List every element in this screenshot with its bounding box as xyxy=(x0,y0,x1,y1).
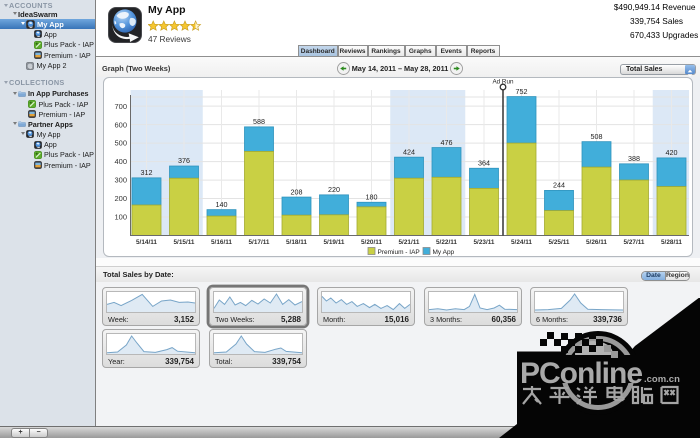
svg-text:5/22/11: 5/22/11 xyxy=(436,239,457,246)
svg-text:220: 220 xyxy=(328,185,340,194)
svg-text:588: 588 xyxy=(253,117,265,126)
svg-text:180: 180 xyxy=(366,192,378,201)
svg-text:700: 700 xyxy=(114,101,127,110)
svg-text:100: 100 xyxy=(114,212,127,221)
svg-text:5/26/11: 5/26/11 xyxy=(586,239,607,246)
svg-text:500: 500 xyxy=(114,138,127,147)
svg-text:5/16/11: 5/16/11 xyxy=(211,239,232,246)
svg-text:5/24/11: 5/24/11 xyxy=(511,239,532,246)
svg-text:5/28/11: 5/28/11 xyxy=(661,239,682,246)
svg-text:.com.cn: .com.cn xyxy=(644,374,680,385)
svg-text:My App: My App xyxy=(433,249,455,256)
svg-text:244: 244 xyxy=(553,180,565,189)
svg-text:508: 508 xyxy=(591,131,603,140)
svg-text:5/23/11: 5/23/11 xyxy=(474,239,495,246)
svg-text:364: 364 xyxy=(478,158,490,167)
svg-text:200: 200 xyxy=(114,194,127,203)
svg-text:476: 476 xyxy=(441,137,453,146)
svg-text:208: 208 xyxy=(291,187,303,196)
svg-text:400: 400 xyxy=(114,157,127,166)
svg-text:5/19/11: 5/19/11 xyxy=(324,239,345,246)
svg-text:300: 300 xyxy=(114,175,127,184)
svg-text:5/17/11: 5/17/11 xyxy=(249,239,270,246)
svg-text:388: 388 xyxy=(628,154,640,163)
svg-text:600: 600 xyxy=(114,120,127,129)
svg-text:376: 376 xyxy=(178,156,190,165)
svg-text:PConline: PConline xyxy=(520,357,642,390)
svg-text:424: 424 xyxy=(403,147,415,156)
svg-text:140: 140 xyxy=(216,199,228,208)
svg-text:5/18/11: 5/18/11 xyxy=(286,239,307,246)
svg-text:5/21/11: 5/21/11 xyxy=(399,239,420,246)
svg-text:5/25/11: 5/25/11 xyxy=(549,239,570,246)
svg-text:5/14/11: 5/14/11 xyxy=(136,239,157,246)
svg-text:Premium - IAP: Premium - IAP xyxy=(378,249,420,256)
svg-text:312: 312 xyxy=(141,168,153,177)
svg-text:5/15/11: 5/15/11 xyxy=(174,239,195,246)
svg-text:Ad Run: Ad Run xyxy=(492,78,514,85)
svg-text:420: 420 xyxy=(666,148,678,157)
svg-text:5/20/11: 5/20/11 xyxy=(361,239,382,246)
svg-text:5/27/11: 5/27/11 xyxy=(624,239,645,246)
svg-text:752: 752 xyxy=(516,86,528,95)
